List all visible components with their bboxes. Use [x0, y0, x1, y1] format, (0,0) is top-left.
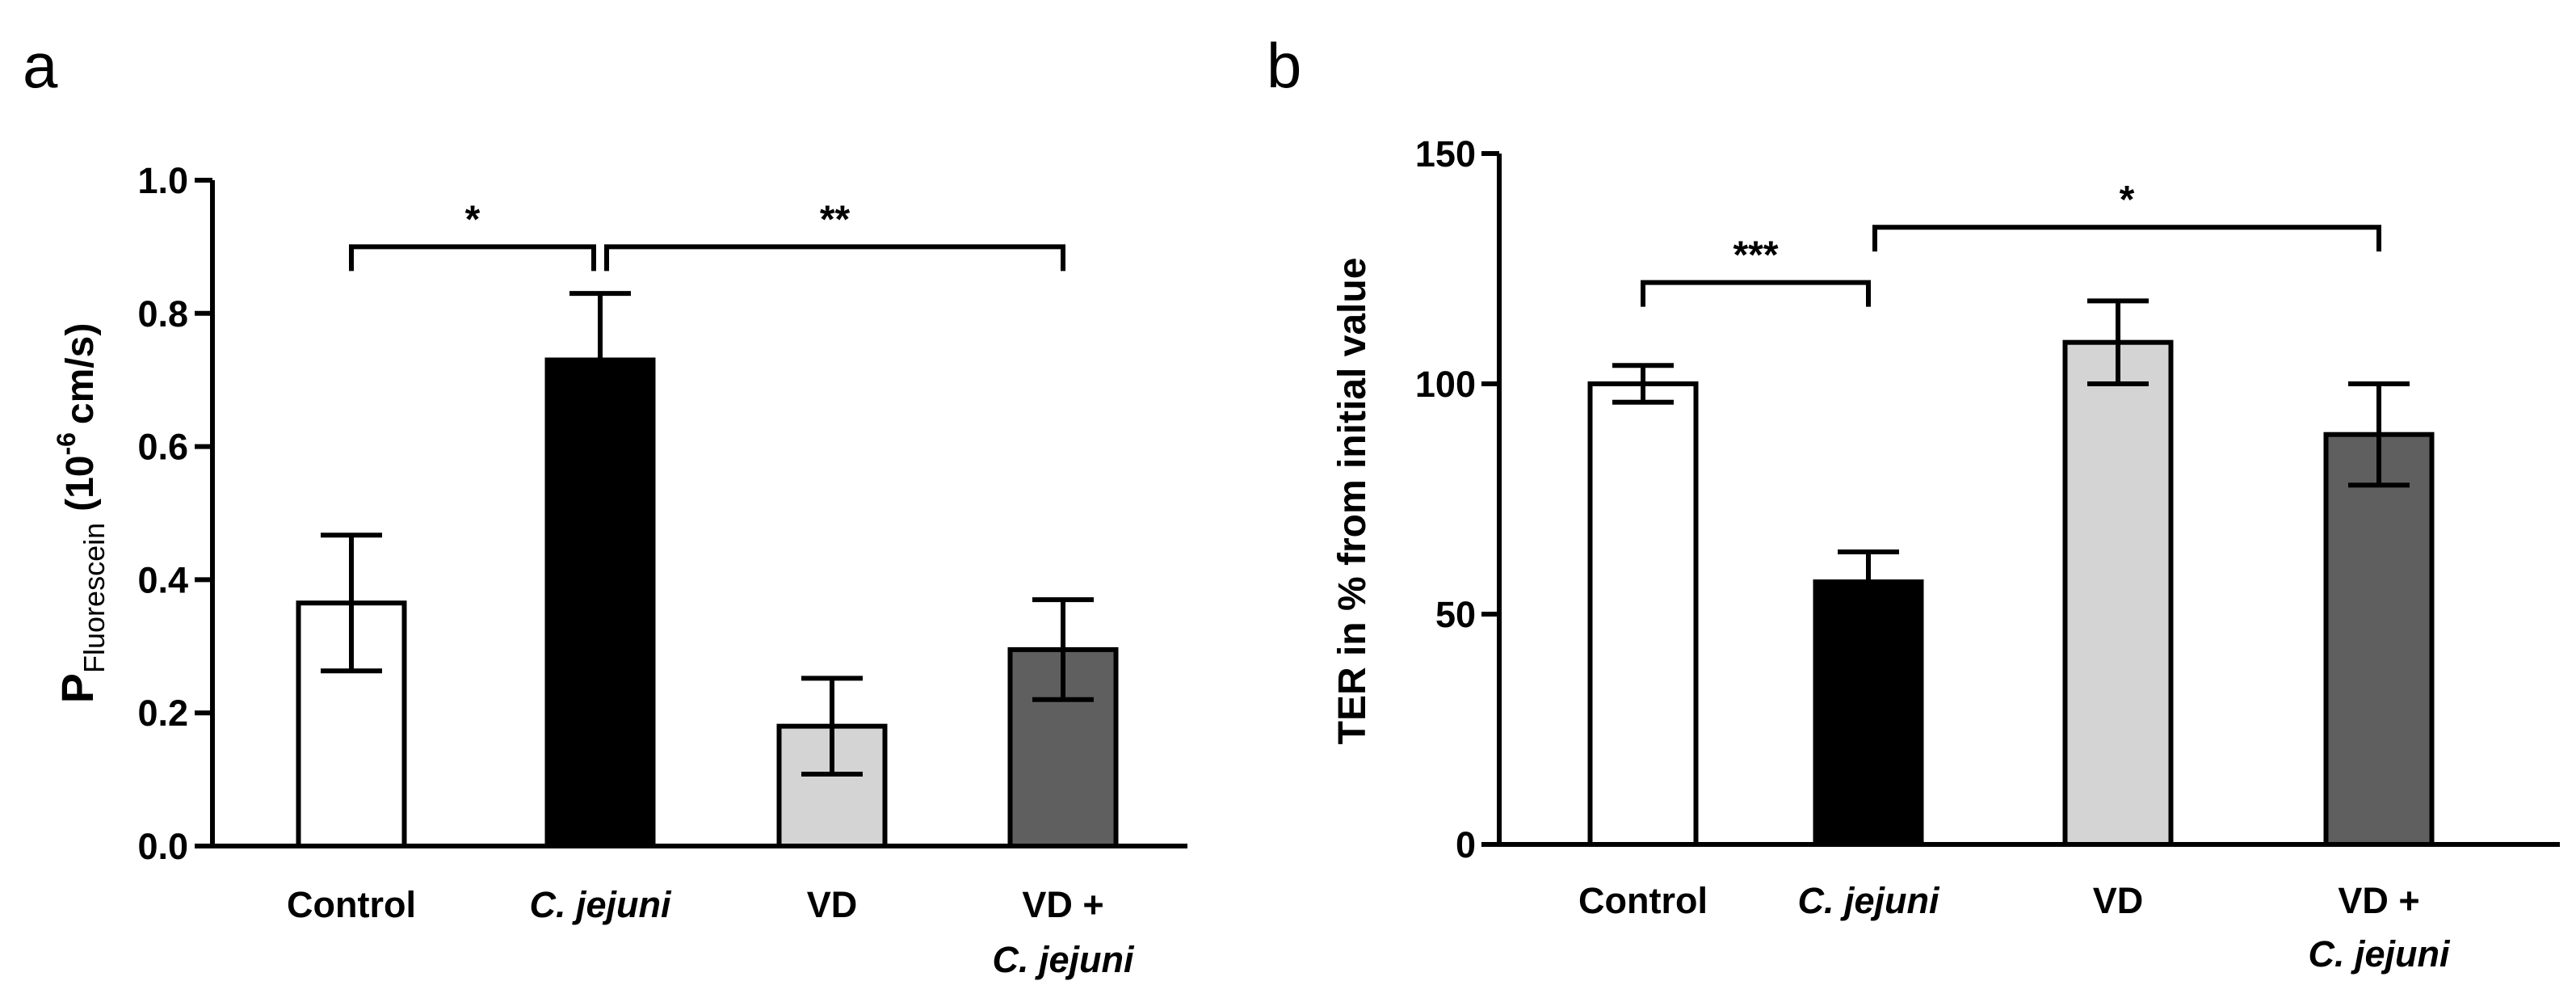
panel-letter: b — [1267, 30, 1301, 101]
category-label: VD — [2093, 880, 2144, 921]
y-tick-label: 50 — [1435, 594, 1476, 635]
y-tick-label: 0.0 — [137, 826, 188, 867]
category-label: C. jejuni — [529, 884, 672, 925]
y-tick-label: 0 — [1456, 824, 1476, 865]
y-tick-label: 0.8 — [137, 293, 188, 335]
significance-label: ** — [820, 198, 851, 241]
y-tick-label: 0.2 — [137, 693, 188, 734]
panel-a-chart: a 0.0 0.2 0.4 0.6 0.8 1.0 Control C. jejuni VD VD … — [23, 30, 1187, 980]
y-axis-label: PFluorescein (10-6 cm/s) — [52, 323, 111, 704]
y-tick-label: 100 — [1415, 364, 1476, 405]
y-axis-label-post_unit: cm/s) — [59, 323, 102, 424]
y-axis-label-main: P — [52, 673, 103, 703]
panel-letter: a — [23, 30, 58, 101]
significance-bracket — [349, 244, 596, 272]
category-label: VD + — [1022, 884, 1103, 925]
y-axis-label: TER in % from initial value — [1331, 258, 1374, 745]
y-tick-label: 1.0 — [137, 160, 188, 201]
bar — [544, 357, 656, 849]
category-label: Control — [1578, 880, 1708, 921]
category-label-line2: C. jejuni — [2308, 933, 2451, 975]
bar — [1587, 381, 1699, 847]
panel-b-chart: b 0 50 100 150 Control C. jejuni VD VD + C. jejun… — [1267, 30, 2560, 975]
category-label: Control — [287, 884, 416, 925]
significance-label: *** — [1733, 234, 1778, 277]
y-axis-label-pre_unit: (10 — [59, 456, 102, 512]
significance-label: * — [2120, 179, 2135, 221]
significance-bracket — [604, 244, 1065, 272]
significance-bracket — [1872, 225, 2381, 252]
category-label-line2: C. jejuni — [992, 939, 1135, 980]
category-label: C. jejuni — [1797, 880, 1940, 921]
significance-bracket — [1641, 280, 1871, 307]
bar — [2062, 339, 2174, 847]
y-axis-label-subscript: Fluorescein — [78, 523, 111, 673]
category-label: VD + — [2338, 880, 2419, 921]
y-tick-label: 0.4 — [137, 559, 188, 600]
y-tick-label: 150 — [1415, 133, 1476, 175]
bar — [1813, 579, 1924, 847]
bar — [2323, 432, 2435, 847]
y-tick-label: 0.6 — [137, 427, 188, 468]
y-axis-label-superscript: -6 — [52, 432, 81, 455]
category-label: VD — [807, 884, 858, 925]
significance-label: * — [465, 198, 481, 241]
